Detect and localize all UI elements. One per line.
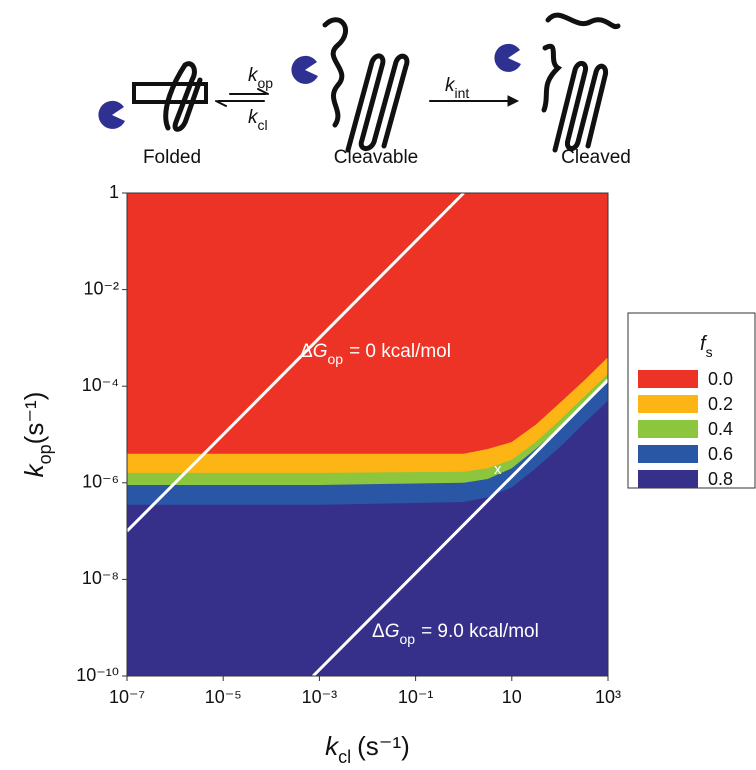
protease (291, 56, 318, 84)
scheme (98, 15, 618, 150)
text-part: s (706, 344, 713, 360)
x-axis-title: kcl(s⁻¹) (325, 731, 410, 767)
strand (325, 20, 346, 125)
legend-label: 0.4 (708, 419, 733, 439)
fragment (548, 15, 618, 27)
state-label: Cleaved (561, 147, 631, 168)
legend-swatch (638, 420, 698, 438)
legend-swatch (638, 470, 698, 488)
rate-label: kint (445, 75, 469, 101)
text-part: op (258, 75, 274, 91)
x-tick-label: 10⁻¹ (398, 687, 434, 707)
legend-label: 0.0 (708, 369, 733, 389)
legend-swatch (638, 370, 698, 388)
state-label: Cleavable (334, 147, 419, 168)
strand (166, 64, 200, 130)
text-part: int (455, 85, 470, 101)
text-part: op (399, 631, 415, 647)
y-tick-label: 10⁻⁸ (82, 568, 119, 588)
text-part: = 9.0 kcal/mol (421, 621, 539, 642)
x-tick-label: 10 (502, 687, 522, 707)
protease (494, 44, 521, 72)
contour-band (127, 193, 608, 454)
text-part: G (313, 341, 328, 362)
text-part: cl (258, 117, 268, 133)
text-part: (s⁻¹) (19, 392, 49, 445)
x-tick-label: 10⁻³ (302, 687, 338, 707)
y-tick-label: 1 (109, 182, 119, 202)
figure: FoldedCleavableCleavedkopkclkintΔGop= 0 … (0, 0, 756, 770)
arrow-head (508, 96, 518, 106)
text-part: Δ (372, 621, 385, 642)
text-part: op (35, 444, 55, 464)
fragment (544, 46, 558, 110)
legend-label: 0.2 (708, 394, 733, 414)
legend-swatch (638, 445, 698, 463)
text-part: (s⁻¹) (357, 731, 410, 761)
x-tick-label: 10⁻⁷ (109, 687, 145, 707)
rate-label: kop (248, 65, 273, 91)
x-tick-label: 10⁻⁵ (205, 687, 242, 707)
y-tick-label: 10⁻² (83, 278, 119, 298)
marker-label: x (494, 461, 502, 478)
rate-label: kcl (248, 107, 268, 133)
text-part: G (385, 621, 400, 642)
legend-label: 0.6 (708, 444, 733, 464)
legend-label: 0.8 (708, 469, 733, 489)
text-part: = 0 kcal/mol (349, 341, 451, 362)
y-tick-label: 10⁻¹⁰ (76, 665, 119, 685)
state-label: Folded (143, 147, 201, 168)
y-axis-title: kop(s⁻¹) (19, 392, 55, 478)
strand (348, 56, 407, 150)
text-part: Δ (300, 341, 313, 362)
x-tick-label: 10³ (595, 687, 621, 707)
protease (98, 101, 125, 129)
y-tick-label: 10⁻⁶ (82, 472, 119, 492)
y-tick-label: 10⁻⁴ (82, 375, 119, 395)
fragment (555, 63, 606, 150)
text-part: op (327, 351, 343, 367)
text-part: cl (338, 747, 351, 767)
legend-swatch (638, 395, 698, 413)
